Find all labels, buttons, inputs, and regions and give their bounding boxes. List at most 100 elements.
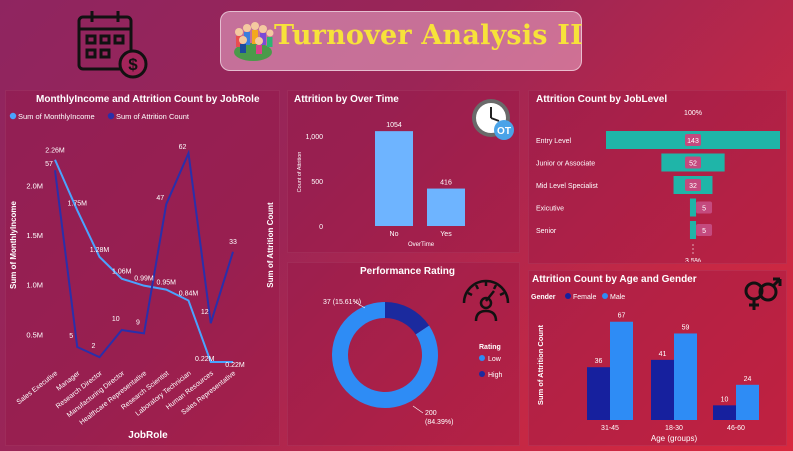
legend-label-high: High bbox=[488, 372, 503, 379]
donut-leader-low bbox=[412, 405, 424, 414]
y-tick-label: 1,000 bbox=[305, 134, 323, 141]
donut-slice-low bbox=[332, 302, 438, 408]
income-attrition-chart: Sum of MonthlyIncome Sum of Attrition Cou… bbox=[9, 112, 275, 441]
attrition-data-label: 12 bbox=[201, 309, 209, 316]
attrition-data-label: 47 bbox=[156, 195, 164, 202]
legend-marker-male bbox=[602, 293, 608, 299]
income-line bbox=[54, 159, 233, 364]
y-tick-label: 500 bbox=[311, 179, 323, 186]
title-banner bbox=[220, 11, 582, 71]
donut-leader-high bbox=[354, 301, 366, 309]
x-axis-title: OverTime bbox=[408, 242, 435, 248]
y-right-axis-title: Sum of Attrition Count bbox=[266, 202, 275, 288]
joblevel-panel bbox=[528, 90, 787, 264]
bar-male bbox=[736, 384, 759, 420]
funnel-data-label: 5 bbox=[702, 228, 706, 235]
attrition-data-label: 9 bbox=[136, 319, 140, 326]
funnel-label-bg bbox=[685, 156, 701, 169]
y-axis-title: Sum of Attrition Count bbox=[536, 324, 545, 405]
donut-label-low: 200 bbox=[425, 410, 437, 417]
legend-title: Gender bbox=[531, 294, 556, 301]
funnel-data-label: 32 bbox=[689, 183, 697, 190]
page-title: Turnover Analysis II bbox=[274, 20, 583, 51]
age-gender-chart: Gender Female Male Sum of Attrition Count 36… bbox=[531, 293, 759, 443]
funnel-label-bg bbox=[696, 224, 713, 236]
bar-data-label: 59 bbox=[682, 324, 690, 331]
legend-label-attrition: Sum of Attrition Count bbox=[116, 112, 190, 121]
attrition-data-label: 5 bbox=[69, 333, 73, 340]
legend-label-low: Low bbox=[488, 356, 502, 363]
funnel-top-label: 100% bbox=[684, 110, 702, 117]
funnel-bar bbox=[689, 221, 697, 239]
income-data-label: 1.06M bbox=[112, 269, 132, 276]
attrition-data-label: 33 bbox=[229, 239, 237, 246]
donut-slice-high bbox=[385, 302, 430, 335]
overtime-data-label: 1054 bbox=[386, 122, 402, 129]
legend-title: Rating bbox=[479, 344, 501, 351]
bar-female bbox=[713, 405, 736, 420]
svg-text:$: $ bbox=[128, 55, 138, 74]
legend-label-male: Male bbox=[610, 294, 625, 301]
income-data-label: 0.22M bbox=[195, 356, 215, 363]
svg-text:OT: OT bbox=[497, 126, 511, 137]
x-axis-title: JobRole bbox=[128, 430, 168, 441]
bar-male bbox=[610, 321, 633, 420]
income-data-label: 2.26M bbox=[45, 148, 65, 155]
x-tick-label: Sales Executive bbox=[16, 370, 60, 406]
gender-symbols-icon bbox=[742, 276, 782, 312]
donut-label-high: 37 (15.61%) bbox=[323, 299, 361, 306]
performance-donut-chart: 37 (15.61%) 200 (84.39%) Rating Low High bbox=[323, 299, 503, 426]
performance-title: Performance Rating bbox=[360, 266, 456, 277]
funnel-data-label: 5 bbox=[702, 206, 706, 213]
bar-female bbox=[587, 367, 610, 420]
income-attrition-title: MonthlyIncome and Attrition Count by Job… bbox=[36, 94, 260, 105]
bar-data-label: 67 bbox=[618, 313, 626, 320]
age-gender-title: Attrition Count by Age and Gender bbox=[532, 274, 697, 285]
y-left-tick-label: 2.0M bbox=[26, 182, 43, 191]
x-tick-label: 18-30 bbox=[665, 425, 683, 432]
attrition-data-label: 2 bbox=[92, 343, 96, 350]
x-tick-label: Yes bbox=[440, 231, 452, 238]
funnel-category-label: Mid Level Specialist bbox=[536, 183, 598, 190]
legend-marker-female bbox=[565, 293, 571, 299]
funnel-category-label: Senior bbox=[536, 228, 557, 235]
funnel-data-label: 52 bbox=[689, 161, 697, 168]
legend-marker-high bbox=[479, 371, 485, 377]
bar-male bbox=[674, 333, 697, 420]
joblevel-funnel-chart: 100% Entry Level 143 Junior or Associate 52 M… bbox=[536, 110, 780, 262]
legend-label-female: Female bbox=[573, 294, 596, 301]
overtime-chart: 0 500 1,000 Count of Attrition 1054 No 416 Yes O… bbox=[297, 122, 465, 248]
y-tick-label: 0 bbox=[319, 224, 323, 231]
income-data-label: 0.22M bbox=[225, 362, 245, 369]
x-tick-label: 46-60 bbox=[727, 425, 745, 432]
funnel-bar bbox=[689, 198, 697, 217]
funnel-data-label: 143 bbox=[687, 138, 699, 145]
y-left-tick-label: 0.5M bbox=[26, 330, 43, 339]
joblevel-title: Attrition Count by JobLevel bbox=[536, 94, 668, 105]
people-group-icon bbox=[231, 14, 275, 64]
funnel-label-bg bbox=[685, 134, 701, 146]
funnel-label-bg bbox=[685, 179, 701, 191]
bar-data-label: 10 bbox=[721, 396, 729, 403]
overtime-data-label: 416 bbox=[440, 180, 452, 187]
income-data-label: 0.99M bbox=[134, 276, 154, 283]
y-left-tick-label: 1.0M bbox=[26, 281, 43, 290]
donut-label-low-pct: (84.39%) bbox=[425, 419, 453, 426]
x-tick-label: No bbox=[390, 231, 399, 238]
x-axis-title: Age (groups) bbox=[651, 434, 698, 443]
overtime-bar bbox=[427, 188, 465, 226]
income-data-label: 1.75M bbox=[68, 200, 88, 207]
legend-marker-low bbox=[479, 355, 485, 361]
income-data-label: 0.95M bbox=[157, 280, 177, 287]
performance-gauge-icon bbox=[458, 271, 514, 325]
y-left-axis-title: Sum of MonthlyIncome bbox=[9, 200, 18, 289]
bar-data-label: 41 bbox=[659, 351, 667, 358]
funnel-label-bg bbox=[696, 201, 713, 214]
performance-panel bbox=[287, 262, 520, 446]
funnel-category-label: Junior or Associate bbox=[536, 161, 595, 168]
bar-data-label: 36 bbox=[595, 358, 603, 365]
legend-marker-attrition bbox=[107, 112, 115, 120]
income-data-label: 1.28M bbox=[90, 247, 110, 254]
attrition-data-label: 62 bbox=[179, 144, 187, 151]
income-data-label: 0.84M bbox=[179, 291, 199, 298]
